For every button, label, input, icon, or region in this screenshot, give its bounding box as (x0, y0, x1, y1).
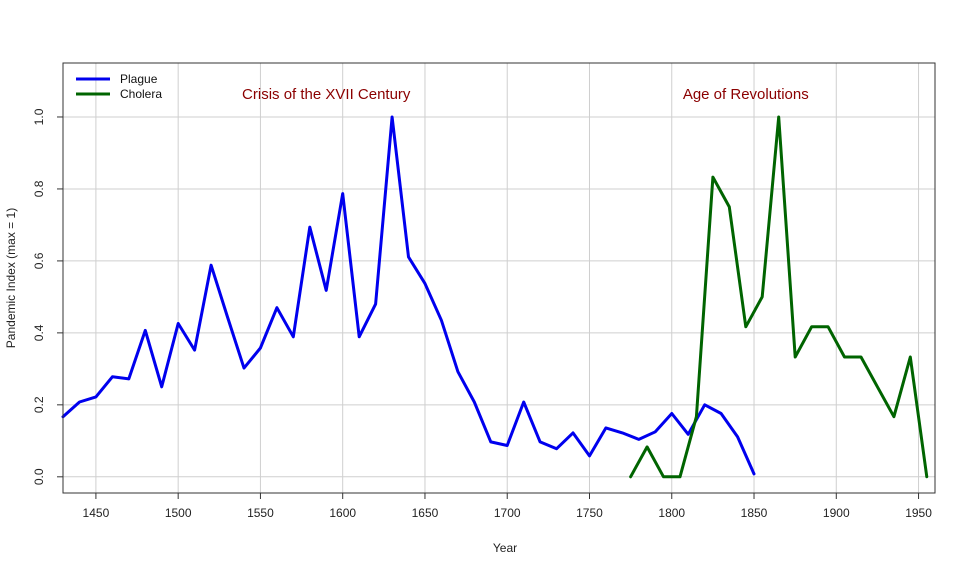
series-cholera (629, 115, 929, 479)
x-tick-label: 1850 (741, 506, 768, 520)
y-tick-label: 1.0 (32, 108, 46, 125)
y-tick-label: 0.6 (32, 252, 46, 269)
x-tick-label: 1600 (329, 506, 356, 520)
x-tick-label: 1950 (905, 506, 932, 520)
plot-border (62, 62, 936, 494)
x-axis-title: Year (493, 541, 517, 555)
annotation-label: Crisis of the XVII Century (242, 86, 411, 103)
annotation-label: Age of Revolutions (683, 86, 809, 103)
x-tick-label: 1500 (165, 506, 192, 520)
legend-label: Plague (120, 72, 158, 86)
series-line-cholera (629, 115, 929, 479)
x-tick-label: 1900 (823, 506, 850, 520)
x-tick-label: 1800 (658, 506, 685, 520)
x-tick-label: 1700 (494, 506, 521, 520)
x-tick-label: 1750 (576, 506, 603, 520)
y-tick-label: 0.4 (32, 324, 46, 341)
gridlines (63, 63, 935, 493)
series-lines (61, 115, 929, 479)
y-tick-label: 0.2 (32, 396, 46, 413)
y-tick-label: 0.8 (32, 180, 46, 197)
legend-label: Cholera (120, 87, 162, 101)
y-tick-label: 0.0 (32, 468, 46, 485)
series-plague (61, 115, 756, 476)
series-line-plague (61, 115, 756, 476)
x-tick-label: 1450 (83, 506, 110, 520)
x-tick-label: 1550 (247, 506, 274, 520)
annotations: Crisis of the XVII Century Age of Revolut… (242, 86, 809, 103)
axes: 1450 1500 1550 1600 1650 1700 1750 1800 1850 1900… (32, 108, 932, 520)
y-axis-title: Pandemic Index (max = 1) (4, 208, 18, 348)
x-tick-label: 1650 (412, 506, 439, 520)
